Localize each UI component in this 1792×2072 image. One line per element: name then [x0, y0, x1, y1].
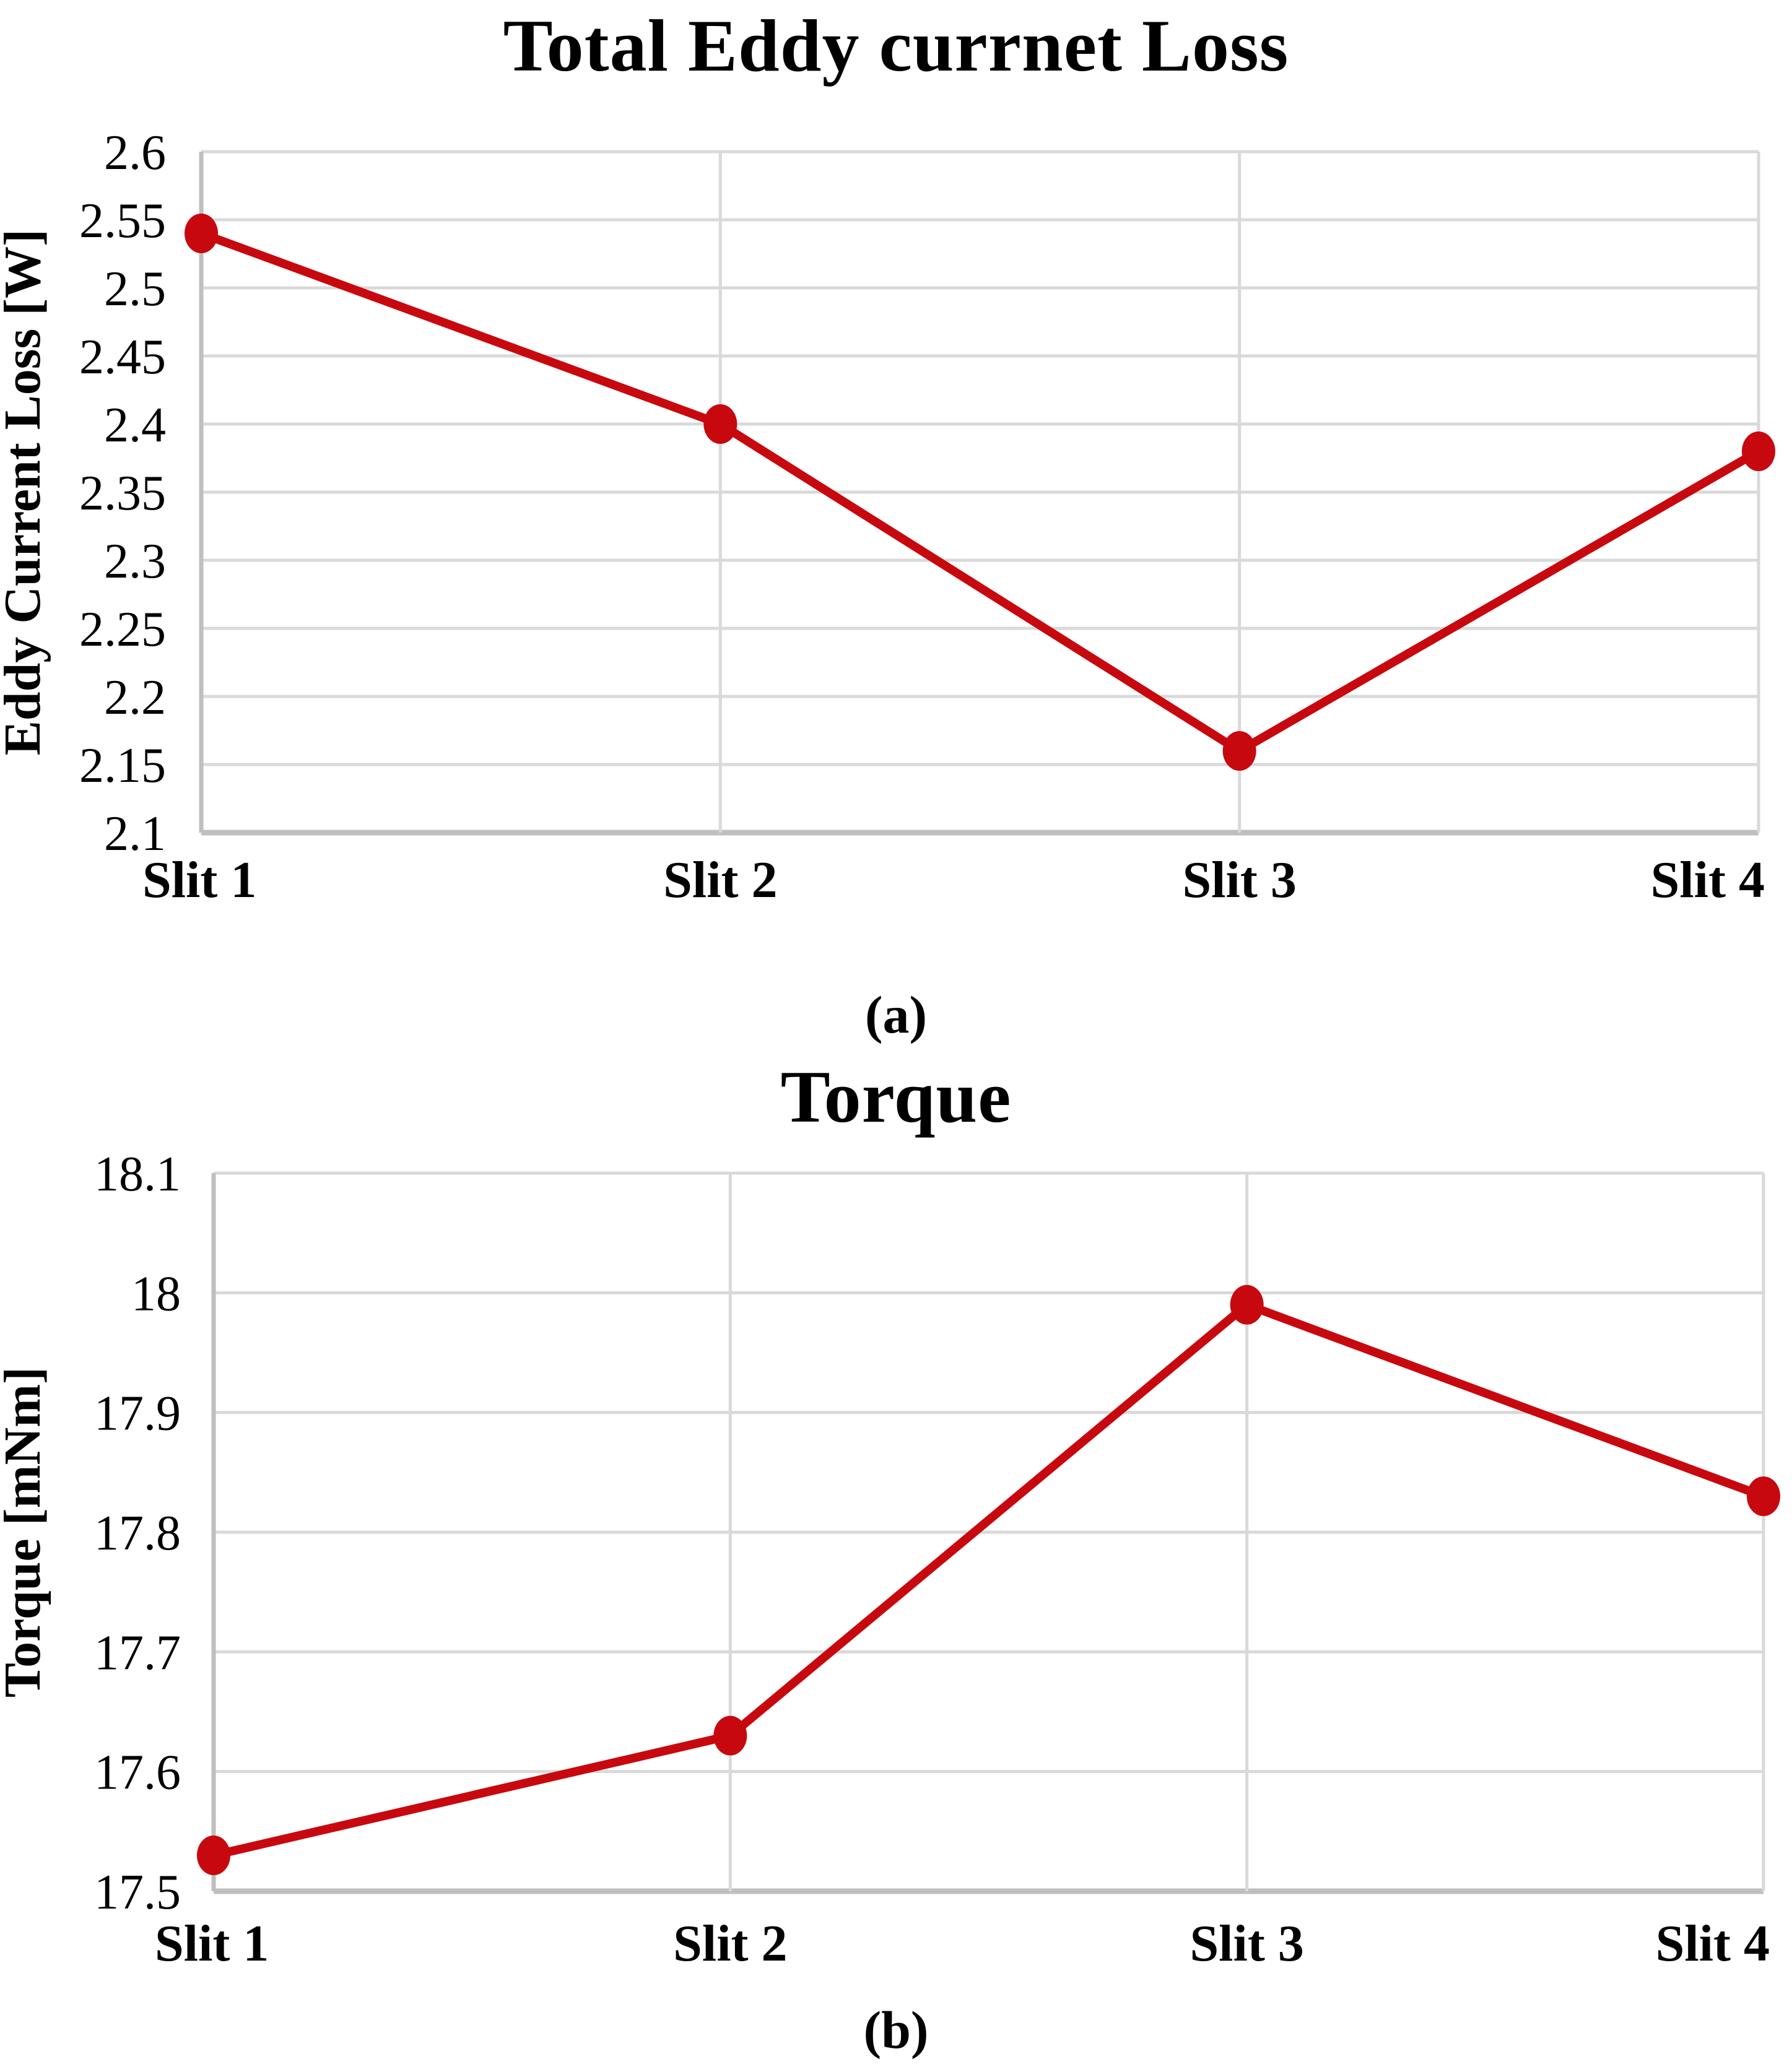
chart-b-data-point-marker [197, 1836, 230, 1875]
chart-b-x-tick-label: Slit 2 [673, 1915, 787, 1972]
chart-b-y-tick-label: 17.8 [94, 1506, 181, 1561]
chart-a-y-tick-label: 2.35 [79, 466, 166, 521]
chart-b-x-tick-label: Slit 1 [155, 1915, 269, 1972]
chart-a-data-point-marker [185, 214, 218, 253]
chart-b-y-tick-label: 17.5 [94, 1865, 181, 1920]
chart-a-y-axis-title: Eddy Current Loss [W] [0, 229, 51, 755]
chart-b-plot: 17.5 17.6 17.7 17.8 17.9 18 18.1 Slit 1 Slit 2 Sl… [0, 1147, 1780, 1972]
chart-a-caption: (a) [864, 985, 928, 1044]
chart-a-data-point-marker [703, 404, 737, 444]
chart-b-gridlines: 17.5 17.6 17.7 17.8 17.9 18 18.1 Slit 1 Slit 2 Sl… [94, 1147, 1770, 1972]
chart-a-x-tick-label: Slit 4 [1651, 851, 1765, 909]
chart-a-y-tick-label: 2.2 [104, 670, 166, 725]
chart-a-data-point-marker [1742, 431, 1775, 471]
chart-a-y-tick-label: 2.25 [79, 602, 166, 657]
chart-a-x-tick-label: Slit 1 [142, 851, 256, 909]
chart-b-y-axis-title: Torque [mNm] [0, 1367, 51, 1697]
chart-a-y-tick-label: 2.55 [79, 194, 166, 248]
chart-b-title: Torque [780, 1056, 1012, 1138]
chart-a-y-tick-label: 2.6 [104, 126, 166, 180]
chart-b-data-point-marker [1230, 1285, 1264, 1325]
chart-a-y-tick-label: 2.15 [79, 739, 166, 793]
chart-b-data-point-marker [1747, 1476, 1780, 1516]
chart-a-y-tick-label: 2.4 [104, 398, 166, 453]
chart-b-y-tick-label: 17.9 [94, 1387, 181, 1441]
chart-a-x-tick-label: Slit 3 [1182, 851, 1296, 909]
chart-b-y-tick-label: 18.1 [94, 1147, 181, 1202]
chart-b-data-point-marker [713, 1715, 747, 1756]
chart-a-gridlines: 2.1 2.15 2.2 2.25 2.3 2.35 2.4 2.45 2.5 2.55 2.6 Sl… [79, 126, 1765, 909]
chart-a-y-tick-label: 2.1 [104, 807, 166, 861]
chart-a-y-tick-label: 2.5 [104, 262, 166, 316]
chart-a-data-point-marker [1222, 731, 1256, 771]
chart-a-title: Total Eddy currnet Loss [503, 4, 1289, 87]
chart-a-y-tick-label: 2.3 [104, 534, 166, 589]
chart-b-y-tick-label: 17.6 [94, 1746, 181, 1800]
chart-b-x-tick-label: Slit 3 [1190, 1915, 1303, 1972]
chart-b-x-tick-label: Slit 4 [1656, 1915, 1770, 1972]
chart-b-caption: (b) [863, 2000, 929, 2060]
chart-a-x-tick-label: Slit 2 [663, 851, 777, 909]
chart-a-series-line [197, 229, 1763, 756]
chart-b-y-tick-label: 18 [131, 1267, 181, 1321]
chart-b-y-tick-label: 17.7 [94, 1626, 181, 1680]
chart-a-plot: 2.1 2.15 2.2 2.25 2.3 2.35 2.4 2.45 2.5 2.55 2.6 Sl… [0, 126, 1775, 909]
chart-a-y-tick-label: 2.45 [79, 330, 166, 384]
chart-b-series-line [209, 1299, 1768, 1860]
